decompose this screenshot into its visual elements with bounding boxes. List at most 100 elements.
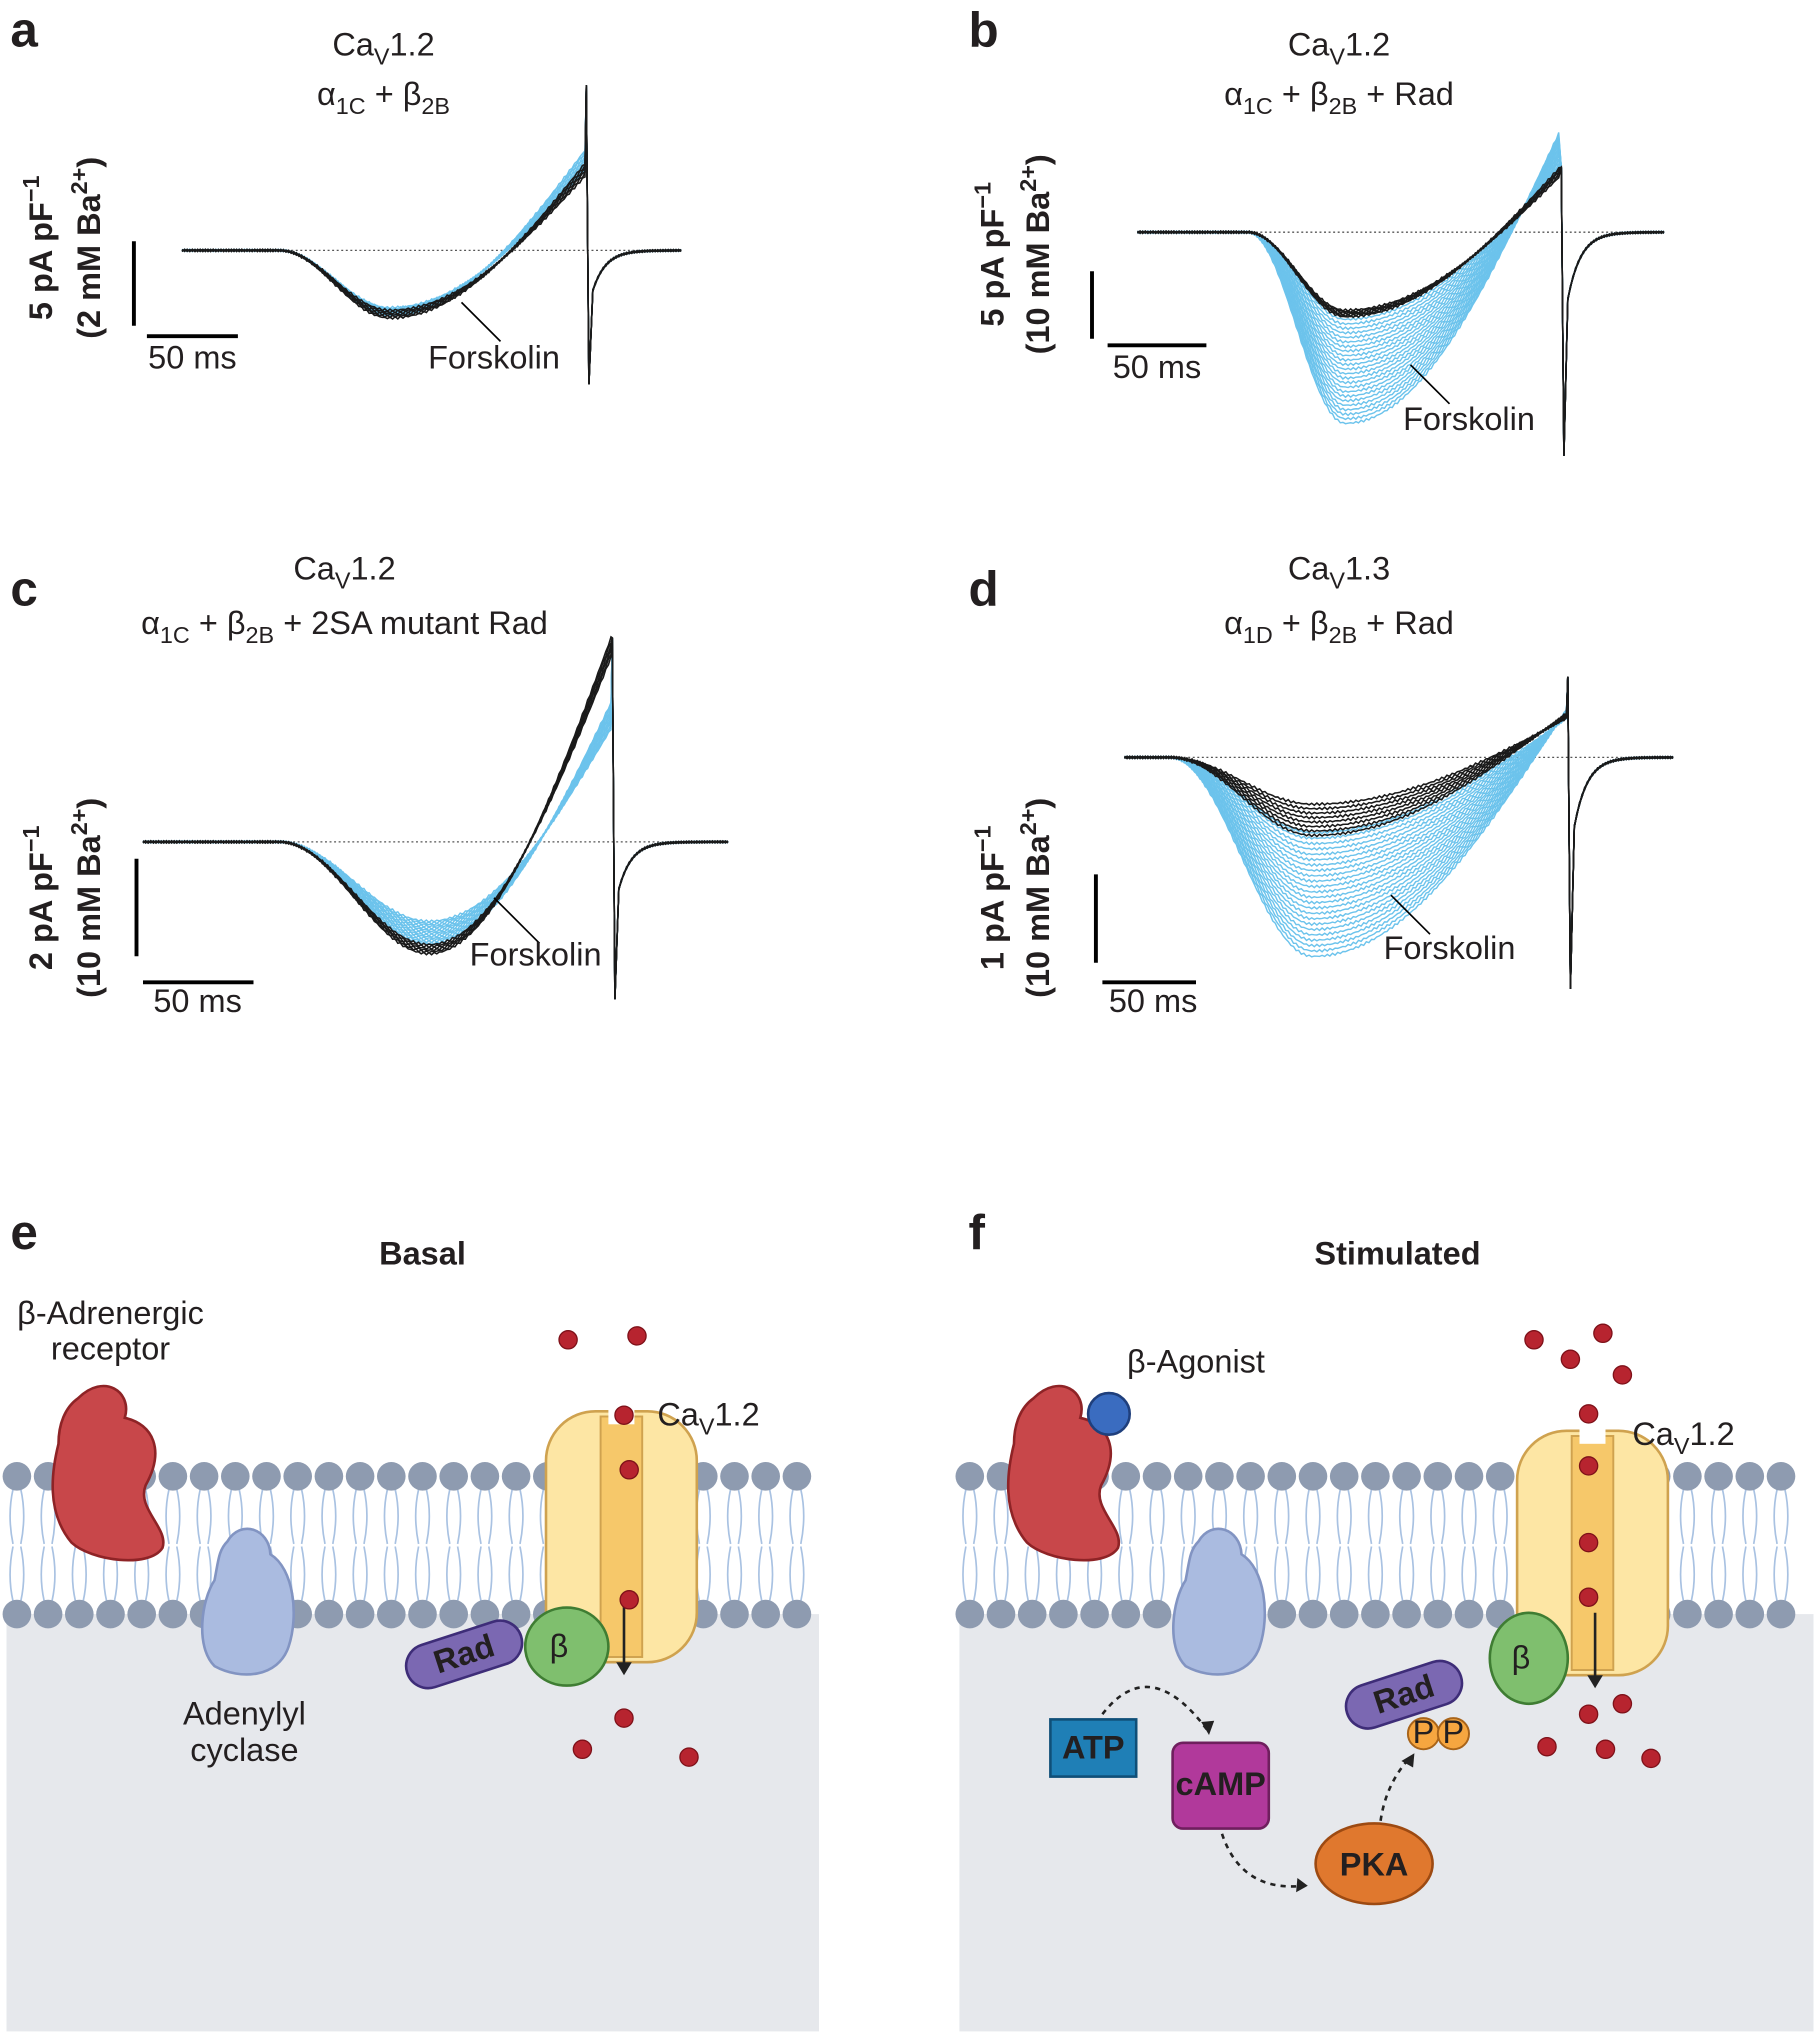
lipid-head: [439, 1462, 468, 1491]
lipid-head: [1017, 1599, 1047, 1629]
pka-label: PKA: [1340, 1846, 1409, 1882]
lipid-tail: [737, 1489, 743, 1545]
lipid-tail: [1398, 1546, 1404, 1602]
text-segment: Ca: [1632, 1416, 1674, 1452]
lipid-tail: [9, 1489, 14, 1545]
camp-box: [1171, 1741, 1271, 1830]
lipid-tail: [508, 1489, 514, 1545]
lipid-tail: [477, 1489, 482, 1545]
lipid-tail: [425, 1489, 431, 1545]
lipid-tail: [363, 1546, 368, 1602]
beta-subunit: [1488, 1611, 1570, 1706]
panel-label: e: [10, 1205, 37, 1260]
camp-label: cAMP: [1176, 1766, 1266, 1802]
text-segment: V: [699, 1414, 715, 1440]
channel-label: CaV1.2: [657, 1397, 759, 1440]
text-segment: Ca: [332, 26, 374, 62]
lipid-tail: [1253, 1489, 1259, 1545]
lipid-tail: [539, 1546, 545, 1602]
scale-bar-label: (10 mM Ba2+): [1015, 798, 1056, 998]
beta-subunit: [523, 1606, 610, 1687]
text-segment: V: [374, 44, 390, 70]
lipid-head: [2, 1599, 32, 1629]
lipid-tail: [1242, 1489, 1248, 1545]
lipid-tail: [972, 1546, 978, 1602]
lipid-head: [1735, 1599, 1765, 1629]
lipid-head: [1673, 1599, 1702, 1629]
text-segment: (10 mM Ba: [71, 834, 107, 997]
lipid-tail: [383, 1489, 389, 1545]
lipid-tail: [19, 1489, 25, 1545]
lipid-tail: [414, 1489, 420, 1545]
lipid-head: [1361, 1462, 1390, 1491]
lipid-tail: [1149, 1546, 1154, 1602]
lipid-tail: [1347, 1546, 1352, 1602]
trace-forskolin: [1137, 133, 1665, 456]
calcium-ion: [1641, 1748, 1661, 1769]
channel-pore: [599, 1415, 644, 1658]
text-segment: V: [1329, 567, 1345, 593]
lipid-head: [377, 1462, 406, 1491]
lipid-tail: [1472, 1546, 1477, 1602]
lipid-head: [501, 1462, 531, 1491]
lipid-tail: [726, 1489, 732, 1545]
lipid-tail: [1398, 1489, 1404, 1545]
lipid-head: [1267, 1599, 1297, 1629]
lipid-tail: [1128, 1489, 1134, 1545]
scale-bar-label: 50 ms: [148, 340, 237, 376]
lipid-head: [158, 1462, 188, 1491]
lipid-tail: [539, 1489, 545, 1545]
text-segment: + 2SA mutant Rad: [274, 605, 548, 641]
calcium-ion: [1612, 1365, 1633, 1385]
lipid-tail: [706, 1546, 711, 1602]
lipid-tail: [1492, 1489, 1498, 1545]
scale-bar-label: 50 ms: [153, 983, 242, 1019]
text-segment: 2+: [66, 809, 92, 836]
panel-title: CaV1.2: [293, 550, 395, 593]
rad-shape: [1344, 1659, 1464, 1730]
ion-flow-arrowhead: [616, 1662, 632, 1676]
panel-subtitle: α1C + β2B: [317, 76, 450, 119]
trace-forskolin: [142, 637, 729, 1000]
lipid-head: [470, 1462, 500, 1491]
trace-forskolin: [142, 637, 729, 1000]
lipid-tail: [1690, 1489, 1696, 1545]
panel-label: a: [10, 2, 38, 57]
lipid-tail: [331, 1489, 337, 1545]
lipid-tail: [1316, 1489, 1321, 1545]
text-segment: + Rad: [1357, 605, 1454, 641]
trace-forskolin: [142, 637, 729, 1000]
trace-control: [1137, 166, 1665, 456]
calcium-ion: [619, 1460, 639, 1480]
lipid-tail: [519, 1489, 524, 1545]
lipid-tail: [1409, 1489, 1415, 1545]
trace-control: [142, 637, 729, 1000]
text-segment: α: [1224, 76, 1243, 112]
dashed-arrow: [1220, 1833, 1305, 1888]
panel-title: Stimulated: [1314, 1235, 1480, 1271]
lipid-tail: [1347, 1489, 1352, 1545]
lipid-tail: [1004, 1489, 1009, 1545]
lipid-tail: [1378, 1489, 1384, 1545]
lipid-tail: [1430, 1546, 1435, 1602]
panel-title: Basal: [379, 1235, 466, 1271]
lipid-tail: [1118, 1546, 1123, 1602]
text-segment: (10 mM Ba: [1020, 834, 1056, 997]
lipid-tail: [352, 1546, 358, 1602]
lipid-head: [439, 1599, 468, 1629]
lipid-head: [1735, 1462, 1765, 1491]
lipid-tail: [799, 1489, 805, 1545]
trace-forskolin: [142, 637, 729, 1000]
text-segment: 2B: [1329, 622, 1358, 648]
lipid-tail: [1461, 1546, 1466, 1602]
dashed-arrowhead: [1296, 1878, 1308, 1893]
lipid-tail: [446, 1489, 451, 1545]
lipid-head: [1142, 1599, 1172, 1629]
text-segment: ): [71, 798, 107, 809]
lipid-head: [955, 1462, 985, 1491]
lipid-tail: [1773, 1546, 1778, 1602]
lipid-head: [377, 1599, 406, 1629]
lipid-tail: [456, 1489, 462, 1545]
adenylyl-cyclase: [201, 1527, 295, 1676]
text-segment: 2+: [1015, 165, 1041, 192]
